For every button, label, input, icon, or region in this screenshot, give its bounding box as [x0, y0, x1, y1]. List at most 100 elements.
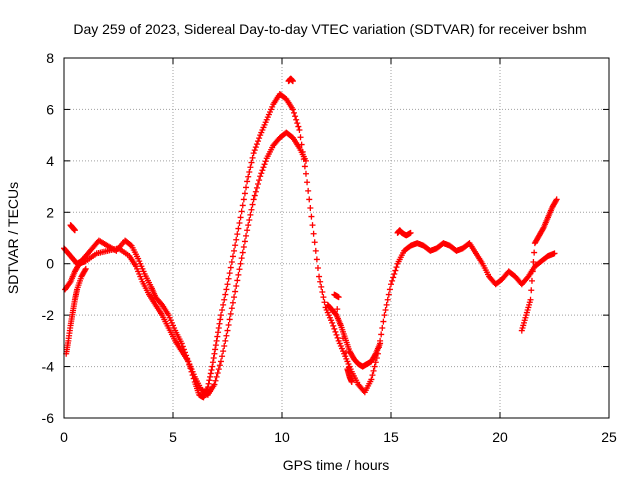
data-point-marker: [251, 147, 258, 154]
data-point-marker: [178, 340, 185, 347]
data-point-marker: [378, 331, 385, 338]
data-point-marker: [386, 286, 393, 293]
data-point-marker: [245, 173, 252, 180]
data-point-marker: [231, 247, 238, 254]
data-point-marker: [228, 305, 235, 312]
data-point-marker: [384, 296, 391, 303]
data-points: [61, 75, 560, 401]
data-point-marker: [238, 208, 245, 215]
data-point-marker: [220, 348, 227, 355]
data-point-marker: [337, 320, 344, 327]
data-point-marker: [219, 353, 226, 360]
data-point-marker: [383, 301, 390, 308]
data-point-marker: [297, 134, 304, 141]
data-point-marker: [294, 120, 301, 127]
data-point-marker: [235, 271, 242, 278]
data-point-marker: [223, 286, 230, 293]
data-point-marker: [381, 312, 388, 319]
data-point-marker: [393, 264, 400, 271]
data-point-marker: [389, 277, 396, 284]
data-point-marker: [553, 196, 560, 203]
data-point-marker: [295, 123, 302, 130]
data-point-marker: [214, 333, 221, 340]
data-point-marker: [388, 281, 394, 288]
series-track-E: [394, 227, 414, 239]
data-point-marker: [334, 334, 341, 341]
data-point-marker: [308, 213, 315, 220]
data-point-marker: [217, 316, 224, 323]
data-point-marker: [391, 271, 398, 277]
plot-frame: [63, 57, 610, 419]
data-point-marker: [369, 372, 376, 379]
data-point-marker: [82, 265, 89, 272]
series-track-F: [67, 222, 78, 234]
data-point-marker: [212, 346, 219, 353]
y-tick-label: -6: [42, 410, 55, 426]
data-point-marker: [229, 253, 236, 260]
data-point-marker: [290, 109, 297, 116]
data-point-marker: [317, 278, 324, 285]
data-point-marker: [237, 214, 244, 221]
data-point-marker: [259, 167, 266, 174]
data-point-marker: [209, 359, 216, 366]
data-point-marker: [236, 220, 243, 226]
data-point-marker: [207, 373, 214, 380]
data-point-marker: [234, 277, 241, 284]
data-point-marker: [211, 350, 218, 357]
data-point-marker: [255, 138, 262, 145]
data-point-marker: [245, 222, 252, 229]
data-point-marker: [371, 363, 378, 370]
data-point-marker: [310, 230, 317, 237]
data-point-marker: [229, 299, 236, 306]
data-point-marker: [236, 266, 243, 273]
data-point-marker: [289, 106, 296, 113]
grid-lines: [64, 58, 609, 418]
data-point-marker: [312, 247, 319, 254]
series-track-C: [63, 265, 89, 357]
x-tick-label: 20: [492, 429, 508, 445]
data-point-marker: [158, 300, 165, 307]
data-point-marker: [232, 242, 239, 249]
data-point-marker: [249, 154, 256, 161]
series-track-D: [324, 301, 384, 370]
data-point-marker: [253, 184, 260, 191]
data-point-marker: [530, 259, 537, 265]
data-point-marker: [212, 377, 219, 384]
data-point-marker: [305, 187, 312, 194]
data-point-marker: [209, 363, 216, 370]
data-point-marker: [244, 178, 251, 185]
data-point-marker: [342, 349, 349, 356]
data-point-marker: [335, 294, 342, 301]
data-point-marker: [252, 188, 259, 195]
data-point-marker: [379, 325, 386, 331]
data-point-marker: [231, 294, 238, 301]
data-point-marker: [226, 316, 233, 323]
data-point-marker: [216, 320, 223, 327]
data-point-marker: [246, 169, 253, 175]
data-point-marker: [333, 331, 340, 338]
data-point-marker: [262, 158, 269, 165]
data-point-marker: [329, 319, 336, 326]
data-point-marker: [234, 231, 241, 238]
data-point-marker: [246, 217, 253, 223]
data-point-marker: [214, 370, 221, 376]
series-track-H: [518, 196, 560, 334]
data-point-marker: [227, 264, 234, 271]
data-point-marker: [217, 358, 224, 365]
data-point-marker: [251, 192, 258, 199]
data-point-marker: [71, 227, 78, 234]
y-tick-label: 8: [46, 50, 54, 66]
data-point-marker: [390, 274, 397, 281]
data-point-marker: [345, 364, 352, 371]
data-point-marker: [221, 343, 228, 349]
data-point-marker: [307, 205, 314, 211]
data-point-marker: [224, 327, 231, 334]
data-point-marker: [249, 201, 256, 208]
data-point-marker: [210, 355, 217, 361]
data-point-marker: [204, 384, 211, 391]
y-tick-label: 6: [46, 101, 54, 117]
data-point-marker: [239, 249, 246, 256]
data-point-marker: [240, 196, 247, 203]
series-track-I: [331, 291, 355, 385]
data-point-marker: [250, 150, 257, 157]
